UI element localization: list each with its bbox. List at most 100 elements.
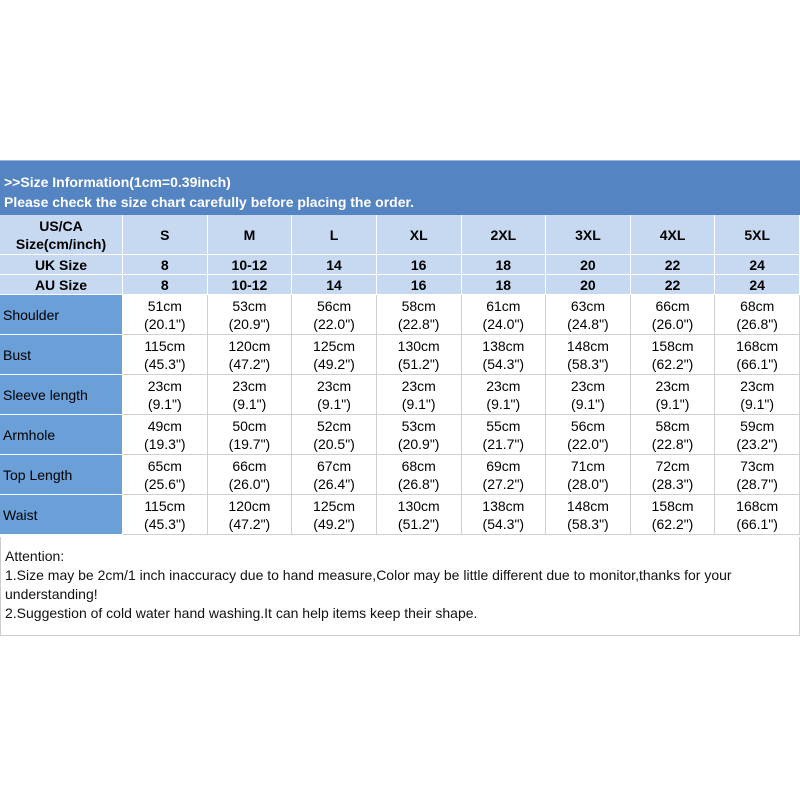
measure-cell: 50cm (19.7") bbox=[207, 415, 293, 455]
measure-cell: 23cm (9.1") bbox=[715, 375, 800, 415]
measure-cell: 53cm (20.9") bbox=[376, 415, 462, 455]
inch-value: (9.1") bbox=[486, 395, 521, 412]
size-value: 16 bbox=[410, 276, 427, 293]
measure-cell: 23cm (9.1") bbox=[376, 375, 462, 415]
inch-value: (20.5") bbox=[313, 435, 355, 452]
inch-value: (19.3") bbox=[144, 435, 186, 452]
size-cell: L bbox=[292, 215, 377, 255]
cm-value: 52cm bbox=[316, 417, 352, 434]
inch-value: (20.9") bbox=[397, 435, 440, 452]
size-label: UK Size bbox=[34, 256, 88, 273]
size-value: M bbox=[243, 226, 256, 243]
cm-value: 130cm bbox=[397, 337, 440, 354]
row-label-cell: Top Length bbox=[0, 455, 123, 495]
cm-value: 65cm bbox=[147, 457, 182, 474]
measure-cell: 23cm (9.1") bbox=[292, 375, 377, 415]
size-cell: 16 bbox=[376, 275, 462, 295]
inch-value: (27.2") bbox=[482, 475, 525, 492]
measure-cell: 130cm (51.2") bbox=[376, 335, 462, 375]
cm-value: 23cm bbox=[570, 377, 606, 394]
cm-value: 72cm bbox=[655, 457, 690, 474]
size-value: 2XL bbox=[490, 226, 517, 243]
size-cell: 16 bbox=[376, 255, 462, 275]
cm-value: 148cm bbox=[566, 497, 609, 514]
size-cell: 24 bbox=[715, 255, 800, 275]
size-cell: 5XL bbox=[715, 215, 800, 255]
size-cell: 8 bbox=[123, 275, 208, 295]
cm-value: 63cm bbox=[570, 297, 606, 314]
inch-value: (62.2") bbox=[651, 355, 694, 372]
row-label-cell: Bust bbox=[0, 335, 123, 375]
row-label: Shoulder bbox=[3, 306, 60, 323]
measure-cell: 115cm (45.3") bbox=[123, 335, 208, 375]
inch-value: (24.8") bbox=[567, 315, 609, 332]
inch-value: (23.2") bbox=[736, 435, 778, 452]
measure-cell: 56cm (22.0") bbox=[292, 295, 377, 335]
inch-value: (9.1") bbox=[655, 395, 690, 412]
size-value: XL bbox=[409, 226, 428, 243]
measure-cell: 56cm (22.0") bbox=[546, 415, 631, 455]
inch-value: (22.8") bbox=[397, 315, 440, 332]
size-value: 5XL bbox=[744, 226, 771, 243]
cm-value: 158cm bbox=[651, 337, 694, 354]
cm-value: 125cm bbox=[313, 497, 356, 514]
cm-value: 23cm bbox=[655, 377, 690, 394]
size-value: 10-12 bbox=[231, 256, 268, 273]
cm-value: 115cm bbox=[144, 497, 186, 514]
cm-value: 71cm bbox=[570, 457, 606, 474]
inch-value: (25.6") bbox=[144, 475, 186, 492]
cm-value: 66cm bbox=[655, 297, 690, 314]
measure-cell: 63cm (24.8") bbox=[546, 295, 631, 335]
measure-cell: 73cm (28.7") bbox=[715, 455, 800, 495]
inch-value: (28.3") bbox=[651, 475, 694, 492]
size-label-cell: US/CA Size(cm/inch) bbox=[0, 215, 123, 255]
size-label: AU Size bbox=[34, 276, 88, 293]
size-cell: 14 bbox=[292, 275, 377, 295]
measure-cell: 168cm (66.1") bbox=[715, 495, 800, 535]
size-cell: S bbox=[123, 215, 208, 255]
measure-cell: 120cm (47.2") bbox=[207, 335, 293, 375]
size-value: 24 bbox=[749, 276, 765, 293]
cm-value: 58cm bbox=[655, 417, 690, 434]
cm-value: 23cm bbox=[316, 377, 352, 394]
cm-value: 120cm bbox=[228, 337, 271, 354]
size-value: S bbox=[160, 226, 170, 243]
measure-cell: 138cm (54.3") bbox=[461, 495, 547, 535]
cm-value: 49cm bbox=[147, 417, 182, 434]
size-value: 10-12 bbox=[231, 276, 268, 293]
measure-cell: 23cm (9.1") bbox=[546, 375, 631, 415]
note-line: Attention: bbox=[5, 548, 65, 564]
size-value: 14 bbox=[326, 276, 342, 293]
inch-value: (9.1") bbox=[571, 395, 605, 412]
inch-value: (9.1") bbox=[232, 395, 267, 412]
measure-cell: 49cm (19.3") bbox=[123, 415, 208, 455]
size-value: 20 bbox=[580, 256, 596, 273]
cm-value: 115cm bbox=[144, 337, 186, 354]
size-value: 8 bbox=[160, 256, 169, 273]
size-label: US/CA bbox=[39, 217, 83, 234]
size-cell: 18 bbox=[461, 275, 547, 295]
cm-value: 120cm bbox=[228, 497, 271, 514]
measure-cell: 125cm (49.2") bbox=[292, 495, 377, 535]
measure-cell: 120cm (47.2") bbox=[207, 495, 293, 535]
measure-cell: 65cm (25.6") bbox=[123, 455, 208, 495]
inch-value: (51.2") bbox=[397, 355, 440, 372]
measure-cell: 23cm (9.1") bbox=[207, 375, 293, 415]
measure-cell: 68cm (26.8") bbox=[376, 455, 462, 495]
size-cell: 8 bbox=[123, 255, 208, 275]
size-value: 18 bbox=[495, 276, 512, 293]
size-cell: 4XL bbox=[630, 215, 716, 255]
inch-value: (58.3") bbox=[567, 515, 609, 532]
row-label: Waist bbox=[3, 506, 38, 523]
row-label: Top Length bbox=[3, 466, 73, 483]
size-label-cell: AU Size bbox=[0, 275, 123, 295]
measure-cell: 23cm (9.1") bbox=[123, 375, 208, 415]
size-cell: 22 bbox=[630, 275, 716, 295]
note-line: 1.Size may be 2cm/1 inch inaccuracy due … bbox=[5, 567, 732, 602]
inch-value: (24.0") bbox=[482, 315, 525, 332]
cm-value: 56cm bbox=[570, 417, 606, 434]
measure-cell: 138cm (54.3") bbox=[461, 335, 547, 375]
cm-value: 138cm bbox=[482, 337, 525, 354]
measure-cell: 66cm (26.0") bbox=[207, 455, 293, 495]
header-bar: >>Size Information(1cm=0.39inch) Please c… bbox=[0, 160, 800, 215]
